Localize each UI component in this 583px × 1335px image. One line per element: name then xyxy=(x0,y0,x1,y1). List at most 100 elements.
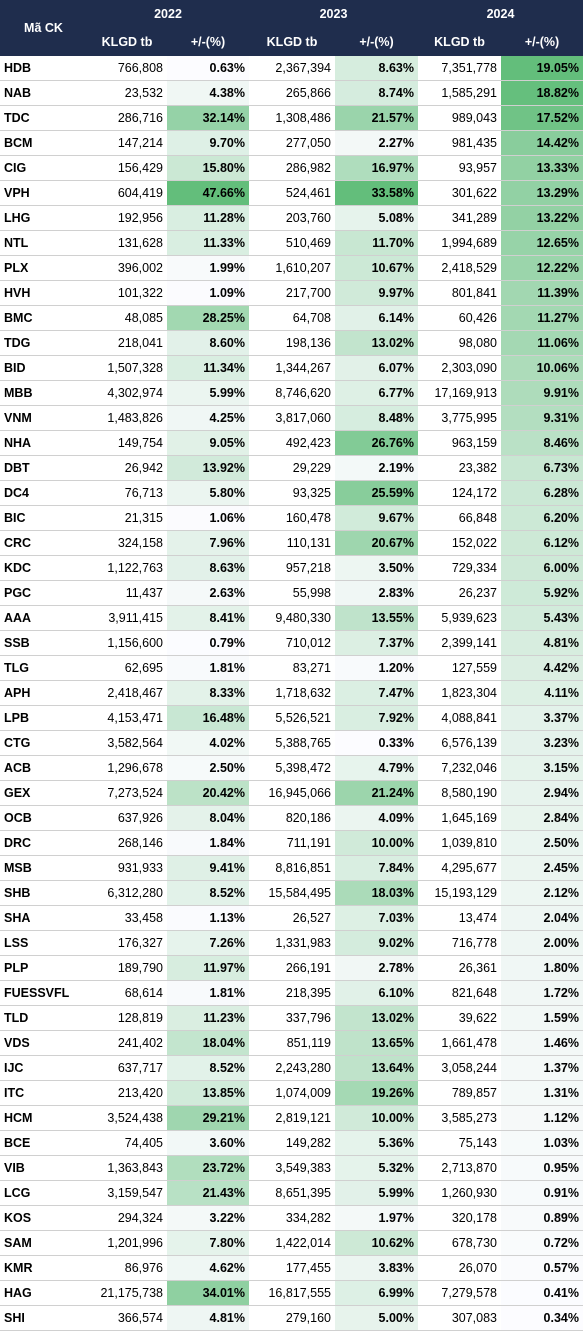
table-row: SSB 1,156,600 0.79% 710,012 7.37% 2,399,141 4.… xyxy=(0,630,583,656)
table-row: SAM 1,201,996 7.80% 1,422,014 10.62% 678,730 0… xyxy=(0,1230,583,1256)
change-pct: 1.99% xyxy=(167,255,249,281)
stock-code: TDG xyxy=(0,330,87,356)
table-body: HDB 766,808 0.63% 2,367,394 8.63% 7,351,778 19… xyxy=(0,56,583,1331)
change-pct: 2.84% xyxy=(501,805,583,831)
table-row: NAB 23,532 4.38% 265,866 8.74% 1,585,291 18.82… xyxy=(0,80,583,106)
volume: 68,614 xyxy=(87,980,167,1006)
change-pct: 1.72% xyxy=(501,980,583,1006)
volume: 524,461 xyxy=(249,180,335,206)
change-pct: 11.70% xyxy=(335,230,418,256)
change-pct: 10.06% xyxy=(501,355,583,381)
volume: 1,507,328 xyxy=(87,355,167,381)
volume: 277,050 xyxy=(249,130,335,156)
table-row: MSB 931,933 9.41% 8,816,851 7.84% 4,295,677 2.… xyxy=(0,855,583,881)
change-pct: 1.12% xyxy=(501,1105,583,1131)
change-pct: 11.97% xyxy=(167,955,249,981)
header-row: Mã CK 2022 2023 2024 xyxy=(0,0,583,56)
volume: 192,956 xyxy=(87,205,167,231)
change-pct: 8.04% xyxy=(167,805,249,831)
table-row: BID 1,507,328 11.34% 1,344,267 6.07% 2,303,09… xyxy=(0,355,583,381)
volume: 294,324 xyxy=(87,1205,167,1231)
stock-code: TDC xyxy=(0,105,87,131)
volume: 821,648 xyxy=(418,980,501,1006)
volume: 789,857 xyxy=(418,1080,501,1106)
change-pct: 8.63% xyxy=(335,56,418,81)
change-pct: 6.12% xyxy=(501,530,583,556)
table-row: BCM 147,214 9.70% 277,050 2.27% 981,435 14.42% xyxy=(0,130,583,156)
change-pct: 5.99% xyxy=(167,380,249,406)
volume: 11,437 xyxy=(87,580,167,606)
change-pct: 12.65% xyxy=(501,230,583,256)
change-pct: 7.47% xyxy=(335,680,418,706)
change-pct: 1.46% xyxy=(501,1030,583,1056)
change-pct: 3.50% xyxy=(335,555,418,581)
change-pct: 8.74% xyxy=(335,80,418,106)
change-pct: 8.52% xyxy=(167,880,249,906)
change-pct: 0.72% xyxy=(501,1230,583,1256)
volume: 1,074,009 xyxy=(249,1080,335,1106)
table-row: KDC 1,122,763 8.63% 957,218 3.50% 729,334 6.00… xyxy=(0,555,583,581)
stock-code: GEX xyxy=(0,780,87,806)
change-pct: 5.00% xyxy=(335,1305,418,1331)
change-pct: 2.50% xyxy=(501,830,583,856)
change-pct: 6.73% xyxy=(501,455,583,481)
volume: 203,760 xyxy=(249,205,335,231)
change-pct: 3.83% xyxy=(335,1255,418,1281)
header-cell: KLGD tb xyxy=(87,28,167,56)
volume: 931,933 xyxy=(87,855,167,881)
stock-code: DC4 xyxy=(0,480,87,506)
volume: 1,201,996 xyxy=(87,1230,167,1256)
table-row: TLD 128,819 11.23% 337,796 13.02% 39,622 1.59% xyxy=(0,1005,583,1031)
volume: 337,796 xyxy=(249,1005,335,1031)
change-pct: 0.41% xyxy=(501,1280,583,1306)
change-pct: 21.43% xyxy=(167,1180,249,1206)
change-pct: 9.67% xyxy=(335,505,418,531)
volume: 7,232,046 xyxy=(418,755,501,781)
stock-code: MBB xyxy=(0,380,87,406)
table-row: AAA 3,911,415 8.41% 9,480,330 13.55% 5,939,62… xyxy=(0,605,583,631)
change-pct: 13.29% xyxy=(501,180,583,206)
header-cell: +/-(%) xyxy=(335,28,418,56)
volume: 7,279,578 xyxy=(418,1280,501,1306)
stock-code: MSB xyxy=(0,855,87,881)
stock-code: SAM xyxy=(0,1230,87,1256)
change-pct: 5.36% xyxy=(335,1130,418,1156)
stock-code: FUESSVFL xyxy=(0,980,87,1006)
volume: 26,527 xyxy=(249,905,335,931)
stock-code: VDS xyxy=(0,1030,87,1056)
change-pct: 4.25% xyxy=(167,405,249,431)
volume: 76,713 xyxy=(87,480,167,506)
change-pct: 3.15% xyxy=(501,755,583,781)
stock-code: BCM xyxy=(0,130,87,156)
stock-code: ACB xyxy=(0,755,87,781)
change-pct: 7.92% xyxy=(335,705,418,731)
volume: 301,622 xyxy=(418,180,501,206)
stock-code: DBT xyxy=(0,455,87,481)
volume: 3,549,383 xyxy=(249,1155,335,1181)
volume: 2,418,467 xyxy=(87,680,167,706)
stock-code: IJC xyxy=(0,1055,87,1081)
volume: 189,790 xyxy=(87,955,167,981)
header-cell: KLGD tb xyxy=(418,28,501,56)
volume: 23,532 xyxy=(87,80,167,106)
volume: 1,363,843 xyxy=(87,1155,167,1181)
stock-code: OCB xyxy=(0,805,87,831)
change-pct: 5.99% xyxy=(335,1180,418,1206)
volume: 279,160 xyxy=(249,1305,335,1331)
volume: 26,070 xyxy=(418,1255,501,1281)
volume: 307,083 xyxy=(418,1305,501,1331)
table-row: HAG 21,175,738 34.01% 16,817,555 6.99% 7,279,… xyxy=(0,1280,583,1306)
change-pct: 13.02% xyxy=(335,330,418,356)
volume: 3,582,564 xyxy=(87,730,167,756)
table-row: HVH 101,322 1.09% 217,700 9.97% 801,841 11.39% xyxy=(0,280,583,306)
change-pct: 13.22% xyxy=(501,205,583,231)
volume: 341,289 xyxy=(418,205,501,231)
volume: 1,039,810 xyxy=(418,830,501,856)
volume: 1,260,930 xyxy=(418,1180,501,1206)
change-pct: 13.65% xyxy=(335,1030,418,1056)
table-header: Mã CK 2022 2023 2024 KLGD tb +/-(%) KLGD… xyxy=(0,0,583,56)
change-pct: 13.02% xyxy=(335,1005,418,1031)
change-pct: 7.37% xyxy=(335,630,418,656)
change-pct: 6.10% xyxy=(335,980,418,1006)
